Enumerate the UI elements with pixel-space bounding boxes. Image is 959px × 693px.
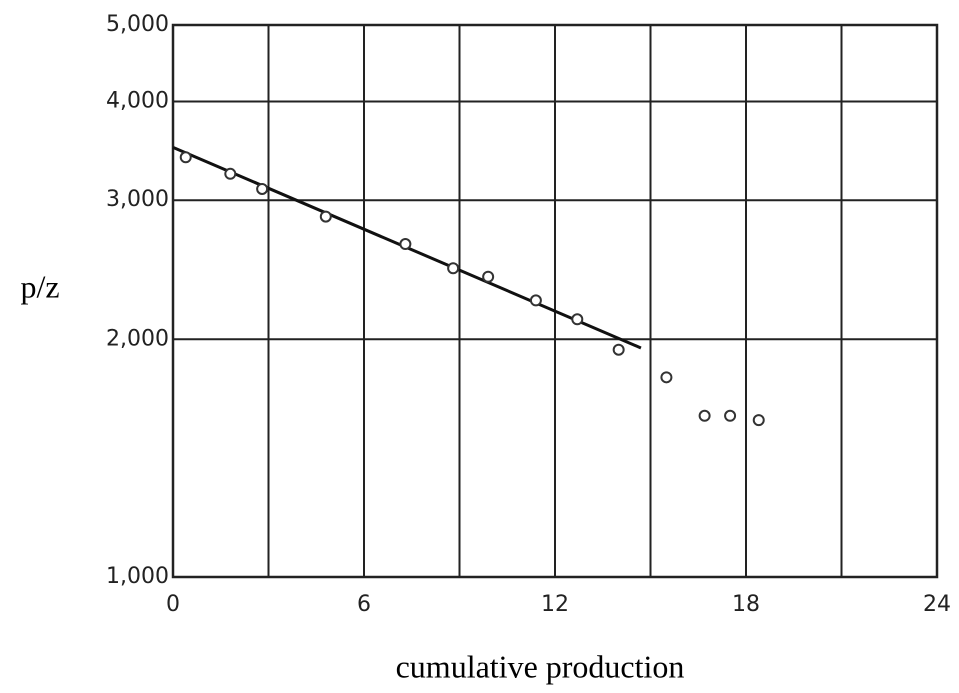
data-point xyxy=(660,371,673,384)
data-point xyxy=(399,238,412,251)
x-axis-label: cumulative production xyxy=(396,648,685,684)
x-tick-label: 12 xyxy=(541,592,569,617)
y-tick-label: 2,000 xyxy=(106,326,169,351)
x-tick-label: 0 xyxy=(166,592,180,617)
y-tick-label: 3,000 xyxy=(106,187,169,212)
data-point xyxy=(179,151,192,164)
y-tick-label: 5,000 xyxy=(106,12,169,37)
x-tick-label: 24 xyxy=(923,592,951,617)
y-tick-label: 4,000 xyxy=(106,89,169,114)
y-tick-label: 1,000 xyxy=(106,564,169,589)
data-point xyxy=(447,262,460,275)
data-point xyxy=(571,313,584,326)
data-point xyxy=(256,182,269,195)
data-point xyxy=(529,294,542,307)
y-axis-label: p/z xyxy=(20,268,59,304)
data-point xyxy=(319,210,332,223)
data-point xyxy=(612,343,625,356)
x-tick-label: 18 xyxy=(732,592,760,617)
data-point xyxy=(724,409,737,422)
data-point xyxy=(752,414,765,427)
data-point xyxy=(224,167,237,180)
data-point xyxy=(482,270,495,283)
x-tick-label: 6 xyxy=(357,592,371,617)
data-point xyxy=(698,409,711,422)
